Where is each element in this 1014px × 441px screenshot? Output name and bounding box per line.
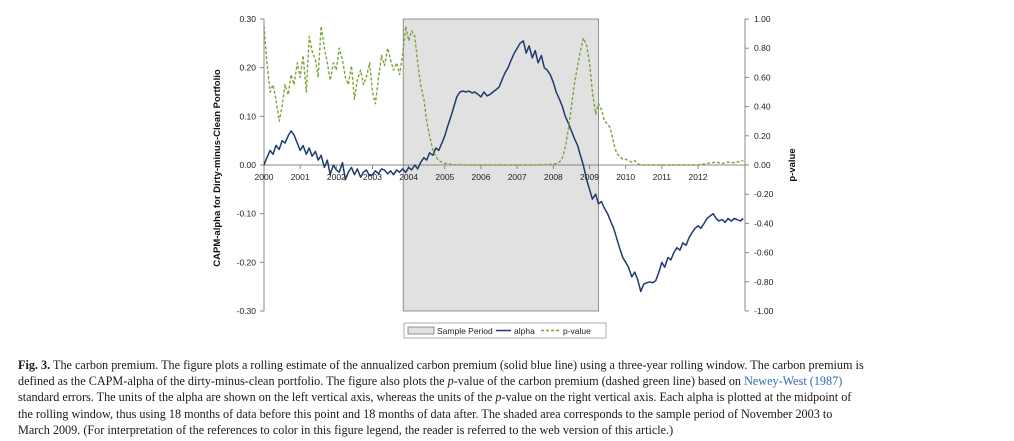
legend-label-p-value: p-value (563, 326, 591, 336)
p-value-series-line (263, 25, 744, 166)
caption-line-4: the rolling window, thus using 18 months… (18, 406, 998, 422)
caption-text-2b: -value of the carbon premium (dashed gre… (453, 374, 745, 389)
x-axis-tick-label: 2002 (327, 172, 346, 182)
left-axis-tick-label: 0.10 (239, 111, 256, 121)
x-axis-tick-label: 2004 (399, 172, 418, 182)
x-axis-tick-label: 2000 (255, 172, 274, 182)
right-axis-title: p-value (787, 148, 798, 181)
right-axis-tick-label: -0.20 (754, 189, 774, 199)
left-axis-tick-label: 0.30 (239, 14, 256, 24)
caption-text-3b: -value on the right vertical axis. Each … (501, 390, 852, 405)
figure-caption: Fig. 3. The carbon premium. The figure p… (18, 357, 998, 438)
left-axis-tick-label: -0.30 (237, 306, 257, 316)
right-axis-tick-label: 0.40 (754, 102, 771, 112)
right-axis-tick-label: 1.00 (754, 14, 771, 24)
x-axis-tick-label: 2005 (435, 172, 454, 182)
x-axis-tick-label: 2006 (472, 172, 491, 182)
caption-line-1: Fig. 3. The carbon premium. The figure p… (18, 357, 998, 373)
left-axis-title: CAPM-alpha for Dirty-minus-Clean Portfol… (212, 69, 223, 267)
caption-line-3: standard errors. The units of the alpha … (18, 389, 998, 405)
x-axis-tick-label: 2010 (616, 172, 635, 182)
left-axis-tick-label: -0.20 (237, 257, 257, 267)
left-axis-tick-label: 0.20 (239, 63, 256, 73)
x-axis-tick-label: 2011 (653, 172, 672, 182)
legend-label-alpha: alpha (514, 326, 535, 336)
left-axis-tick-label: -0.10 (237, 209, 257, 219)
right-axis-tick-label: -0.80 (754, 277, 774, 287)
alpha-series-line (263, 40, 744, 293)
caption-line-5: March 2009. (For interpretation of the r… (18, 422, 998, 438)
caption-p-italic-2: p (495, 390, 502, 405)
right-axis-tick-label: -0.60 (754, 248, 774, 258)
right-axis-tick-label: 0.60 (754, 72, 771, 82)
x-axis-tick-label: 2009 (580, 172, 599, 182)
caption-text-1: The carbon premium. The figure plots a r… (53, 358, 864, 372)
legend-label-sample-period: Sample Period (437, 326, 493, 336)
caption-line-2: defined as the CAPM-alpha of the dirty-m… (18, 373, 998, 389)
left-axis-tick-label: 0.00 (239, 160, 256, 170)
x-axis-tick-label: 2003 (363, 172, 382, 182)
x-axis-tick-label: 2012 (689, 172, 708, 182)
right-axis-tick-label: 0.00 (754, 160, 771, 170)
carbon-premium-chart: 0.30 0.20 0.10 0.00 -0.10 -0.20 -0.30 1.00 0.80 0… (212, 14, 798, 339)
x-axis-tick-label: 2007 (508, 172, 527, 182)
right-axis-tick-label: -1.00 (754, 306, 774, 316)
legend-swatch-sample-period (407, 326, 435, 335)
caption-text-3a: standard errors. The units of the alpha … (18, 390, 496, 405)
right-axis-tick-label: -0.40 (754, 218, 774, 228)
right-axis-tick-label: 0.20 (754, 131, 771, 141)
caption-text-4: the rolling window, thus using 18 months… (18, 406, 833, 421)
right-axis-tick-label: 0.80 (754, 43, 771, 53)
caption-text-5: March 2009. (For interpretation of the r… (18, 422, 674, 437)
caption-text-2a: defined as the CAPM-alpha of the dirty-m… (18, 374, 448, 389)
newey-west-reference-link[interactable]: Newey-West (1987) (744, 374, 843, 389)
x-axis-tick-label: 2008 (544, 172, 563, 182)
caption-p-italic-1: p (447, 374, 454, 389)
caption-label: Fig. 3. (18, 358, 51, 372)
x-axis-tick-label: 2001 (291, 172, 310, 182)
